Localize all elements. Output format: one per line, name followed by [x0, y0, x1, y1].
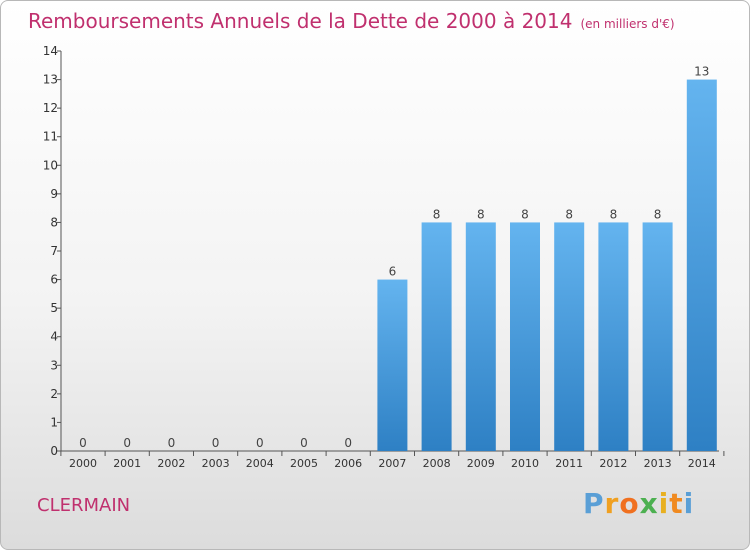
- data-label-2004: 0: [256, 436, 264, 450]
- data-label-2006: 0: [344, 436, 352, 450]
- y-tick-label: 3: [50, 358, 58, 372]
- logo-letter: r: [604, 487, 620, 520]
- y-tick-label: 11: [43, 130, 58, 144]
- logo-letter: x: [639, 487, 659, 520]
- data-label-2000: 0: [79, 436, 87, 450]
- proxiti-logo: Proxiti: [583, 487, 694, 520]
- logo-letter: i: [658, 487, 670, 520]
- y-tick-label: 9: [50, 187, 58, 201]
- data-label-2010: 8: [521, 207, 529, 221]
- x-tick-label-2004: 2004: [246, 457, 274, 470]
- x-tick-label-2009: 2009: [467, 457, 495, 470]
- x-tick-label-2008: 2008: [423, 457, 451, 470]
- y-tick-label: 7: [50, 244, 58, 258]
- commune-name: CLERMAIN: [37, 495, 131, 516]
- data-label-2005: 0: [300, 436, 308, 450]
- y-tick-label: 8: [50, 215, 58, 229]
- data-label-2011: 8: [565, 207, 573, 221]
- x-tick-label-2007: 2007: [378, 457, 406, 470]
- bar-2008: [421, 222, 452, 451]
- x-tick-label-2006: 2006: [334, 457, 362, 470]
- data-label-2014: 13: [694, 65, 709, 79]
- data-label-2013: 8: [654, 207, 662, 221]
- y-tick-label: 12: [43, 101, 58, 115]
- bar-2012: [598, 222, 629, 451]
- data-label-2002: 0: [168, 436, 176, 450]
- logo-letter: t: [669, 487, 684, 520]
- logo-letter: P: [583, 487, 605, 520]
- data-label-2012: 8: [610, 207, 618, 221]
- x-tick-label-2002: 2002: [157, 457, 185, 470]
- bar-2007: [377, 279, 408, 451]
- logo-letter: i: [683, 487, 695, 520]
- bar-2011: [554, 222, 585, 451]
- y-tick-label: 13: [43, 73, 58, 87]
- y-tick-label: 5: [50, 301, 58, 315]
- x-tick-label-2003: 2003: [202, 457, 230, 470]
- y-tick-label: 4: [50, 330, 58, 344]
- y-tick-label: 6: [50, 273, 58, 287]
- x-tick-label-2012: 2012: [599, 457, 627, 470]
- bar-2009: [465, 222, 496, 451]
- x-tick-label-2011: 2011: [555, 457, 583, 470]
- data-label-2007: 6: [389, 265, 397, 279]
- y-tick-label: 10: [43, 158, 58, 172]
- y-tick-label: 14: [43, 44, 58, 58]
- bar-2014: [686, 79, 717, 452]
- y-tick-label: 1: [50, 415, 58, 429]
- chart-title-text: Remboursements Annuels de la Dette de 20…: [28, 9, 573, 33]
- bar-2013: [642, 222, 673, 451]
- y-tick-label: 0: [50, 444, 58, 458]
- data-label-2008: 8: [433, 207, 441, 221]
- x-tick-label-2001: 2001: [113, 457, 141, 470]
- bar-2010: [510, 222, 540, 451]
- logo-letter: o: [619, 487, 640, 520]
- data-label-2001: 0: [123, 436, 131, 450]
- x-tick-label-2005: 2005: [290, 457, 318, 470]
- x-tick-label-2013: 2013: [644, 457, 672, 470]
- x-tick-label-2010: 2010: [511, 457, 539, 470]
- chart-title: Remboursements Annuels de la Dette de 20…: [28, 9, 675, 33]
- x-tick-label-2014: 2014: [688, 457, 716, 470]
- data-label-2003: 0: [212, 436, 220, 450]
- data-label-2009: 8: [477, 207, 485, 221]
- chart-subtitle: (en milliers d'€): [580, 17, 675, 31]
- y-tick-label: 2: [50, 387, 58, 401]
- x-tick-label-2000: 2000: [69, 457, 97, 470]
